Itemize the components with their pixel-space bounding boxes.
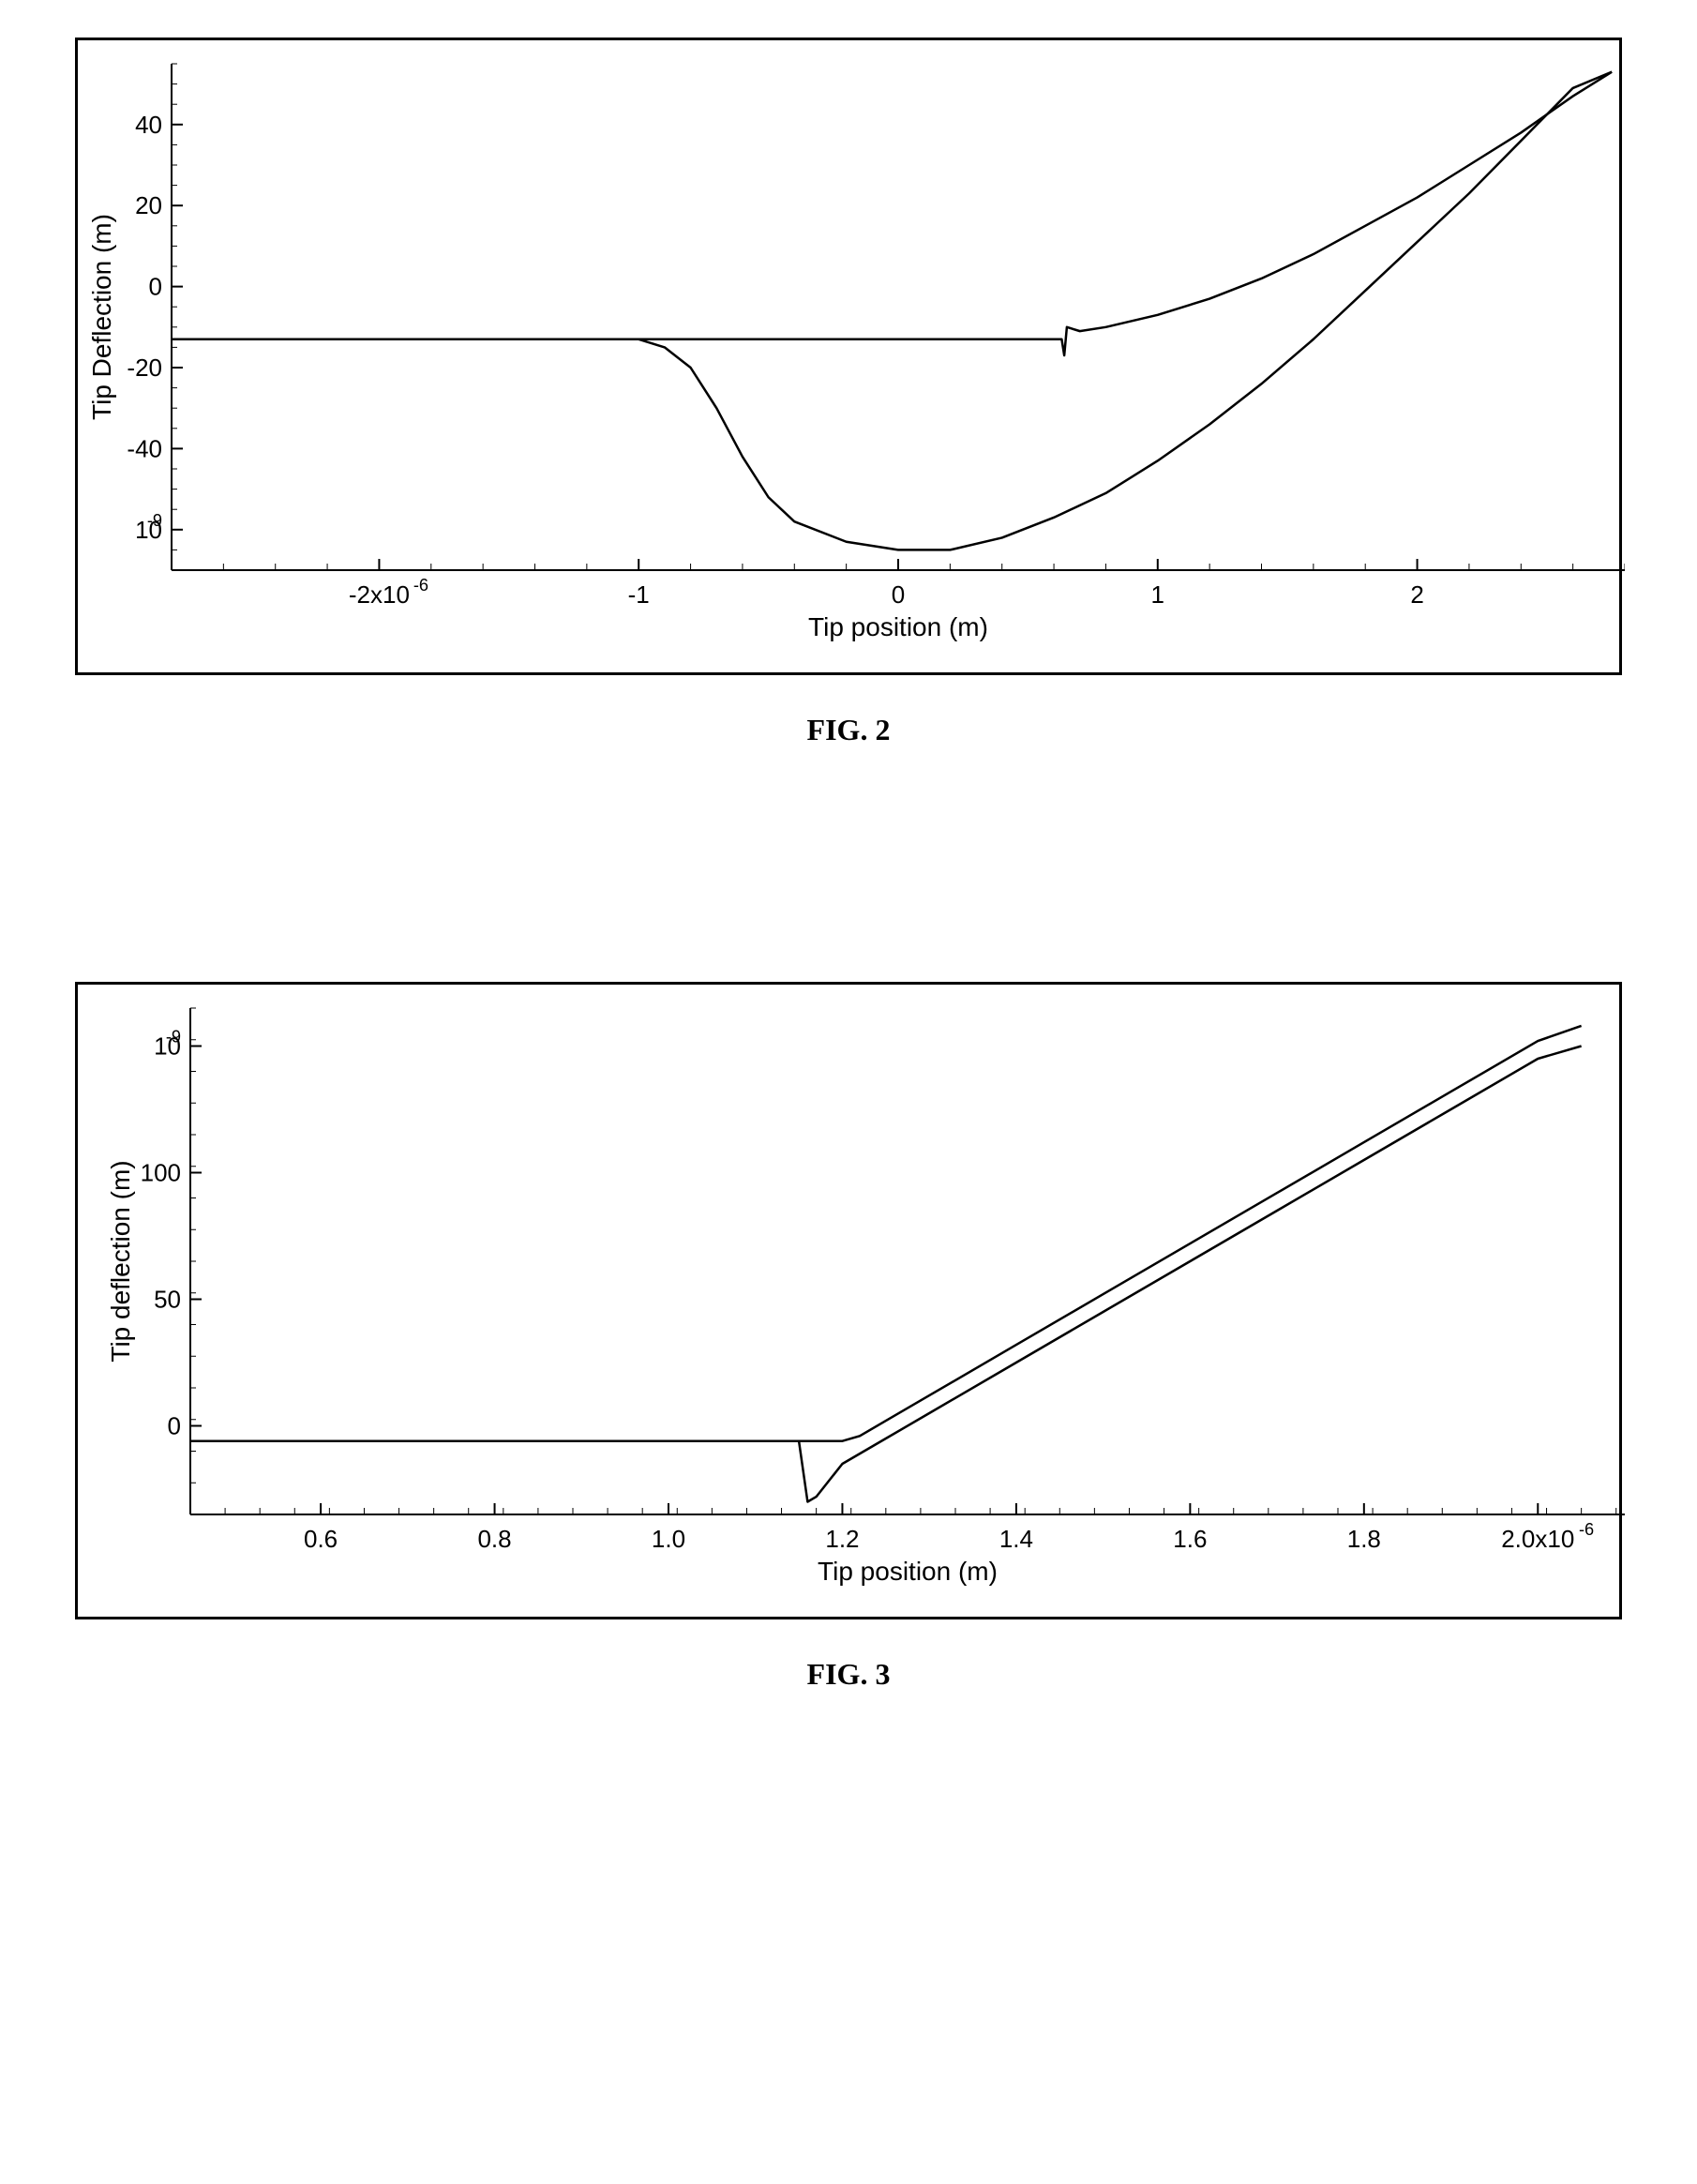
svg-text:2.0x10: 2.0x10 — [1501, 1525, 1574, 1553]
fig3-caption: FIG. 3 — [38, 1657, 1659, 1692]
svg-text:20: 20 — [135, 191, 162, 219]
svg-text:1.4: 1.4 — [999, 1525, 1033, 1553]
fig2-caption: FIG. 2 — [38, 713, 1659, 747]
svg-text:1.6: 1.6 — [1173, 1525, 1207, 1553]
svg-text:40: 40 — [135, 111, 162, 139]
svg-text:-2x10: -2x10 — [349, 580, 410, 609]
svg-text:0: 0 — [168, 1412, 181, 1440]
svg-text:Tip deflection (m): Tip deflection (m) — [106, 1160, 135, 1362]
svg-text:Tip Deflection (m): Tip Deflection (m) — [87, 214, 116, 420]
svg-text:0.6: 0.6 — [304, 1525, 338, 1553]
svg-text:0.8: 0.8 — [477, 1525, 511, 1553]
svg-text:-6: -6 — [1579, 1520, 1594, 1539]
svg-text:-9: -9 — [166, 1028, 181, 1047]
fig3-chart-container: 0.60.81.01.21.41.61.82.0x10-605010010-9T… — [75, 982, 1622, 1619]
svg-text:1.2: 1.2 — [825, 1525, 859, 1553]
fig2-chart: -2x10-6-101210-9-40-2002040Tip position … — [78, 40, 1625, 678]
svg-text:2: 2 — [1410, 580, 1423, 609]
fig2-chart-container: -2x10-6-101210-9-40-2002040Tip position … — [75, 38, 1622, 675]
figure-3-wrapper: 0.60.81.01.21.41.61.82.0x10-605010010-9T… — [38, 982, 1659, 1692]
svg-text:-20: -20 — [127, 354, 162, 382]
svg-text:50: 50 — [154, 1286, 181, 1314]
figure-2-wrapper: -2x10-6-101210-9-40-2002040Tip position … — [38, 38, 1659, 747]
svg-text:-1: -1 — [628, 580, 650, 609]
svg-text:-40: -40 — [127, 434, 162, 462]
svg-text:0: 0 — [149, 273, 162, 301]
svg-text:0: 0 — [892, 580, 905, 609]
svg-text:1: 1 — [1151, 580, 1164, 609]
fig3-chart: 0.60.81.01.21.41.61.82.0x10-605010010-9T… — [78, 985, 1625, 1622]
svg-text:-6: -6 — [413, 576, 428, 595]
svg-text:1.8: 1.8 — [1347, 1525, 1381, 1553]
svg-text:1.0: 1.0 — [652, 1525, 685, 1553]
svg-text:Tip position (m): Tip position (m) — [808, 612, 988, 641]
svg-text:-9: -9 — [147, 511, 162, 530]
svg-text:Tip position (m): Tip position (m) — [818, 1557, 998, 1586]
svg-text:100: 100 — [141, 1159, 181, 1187]
